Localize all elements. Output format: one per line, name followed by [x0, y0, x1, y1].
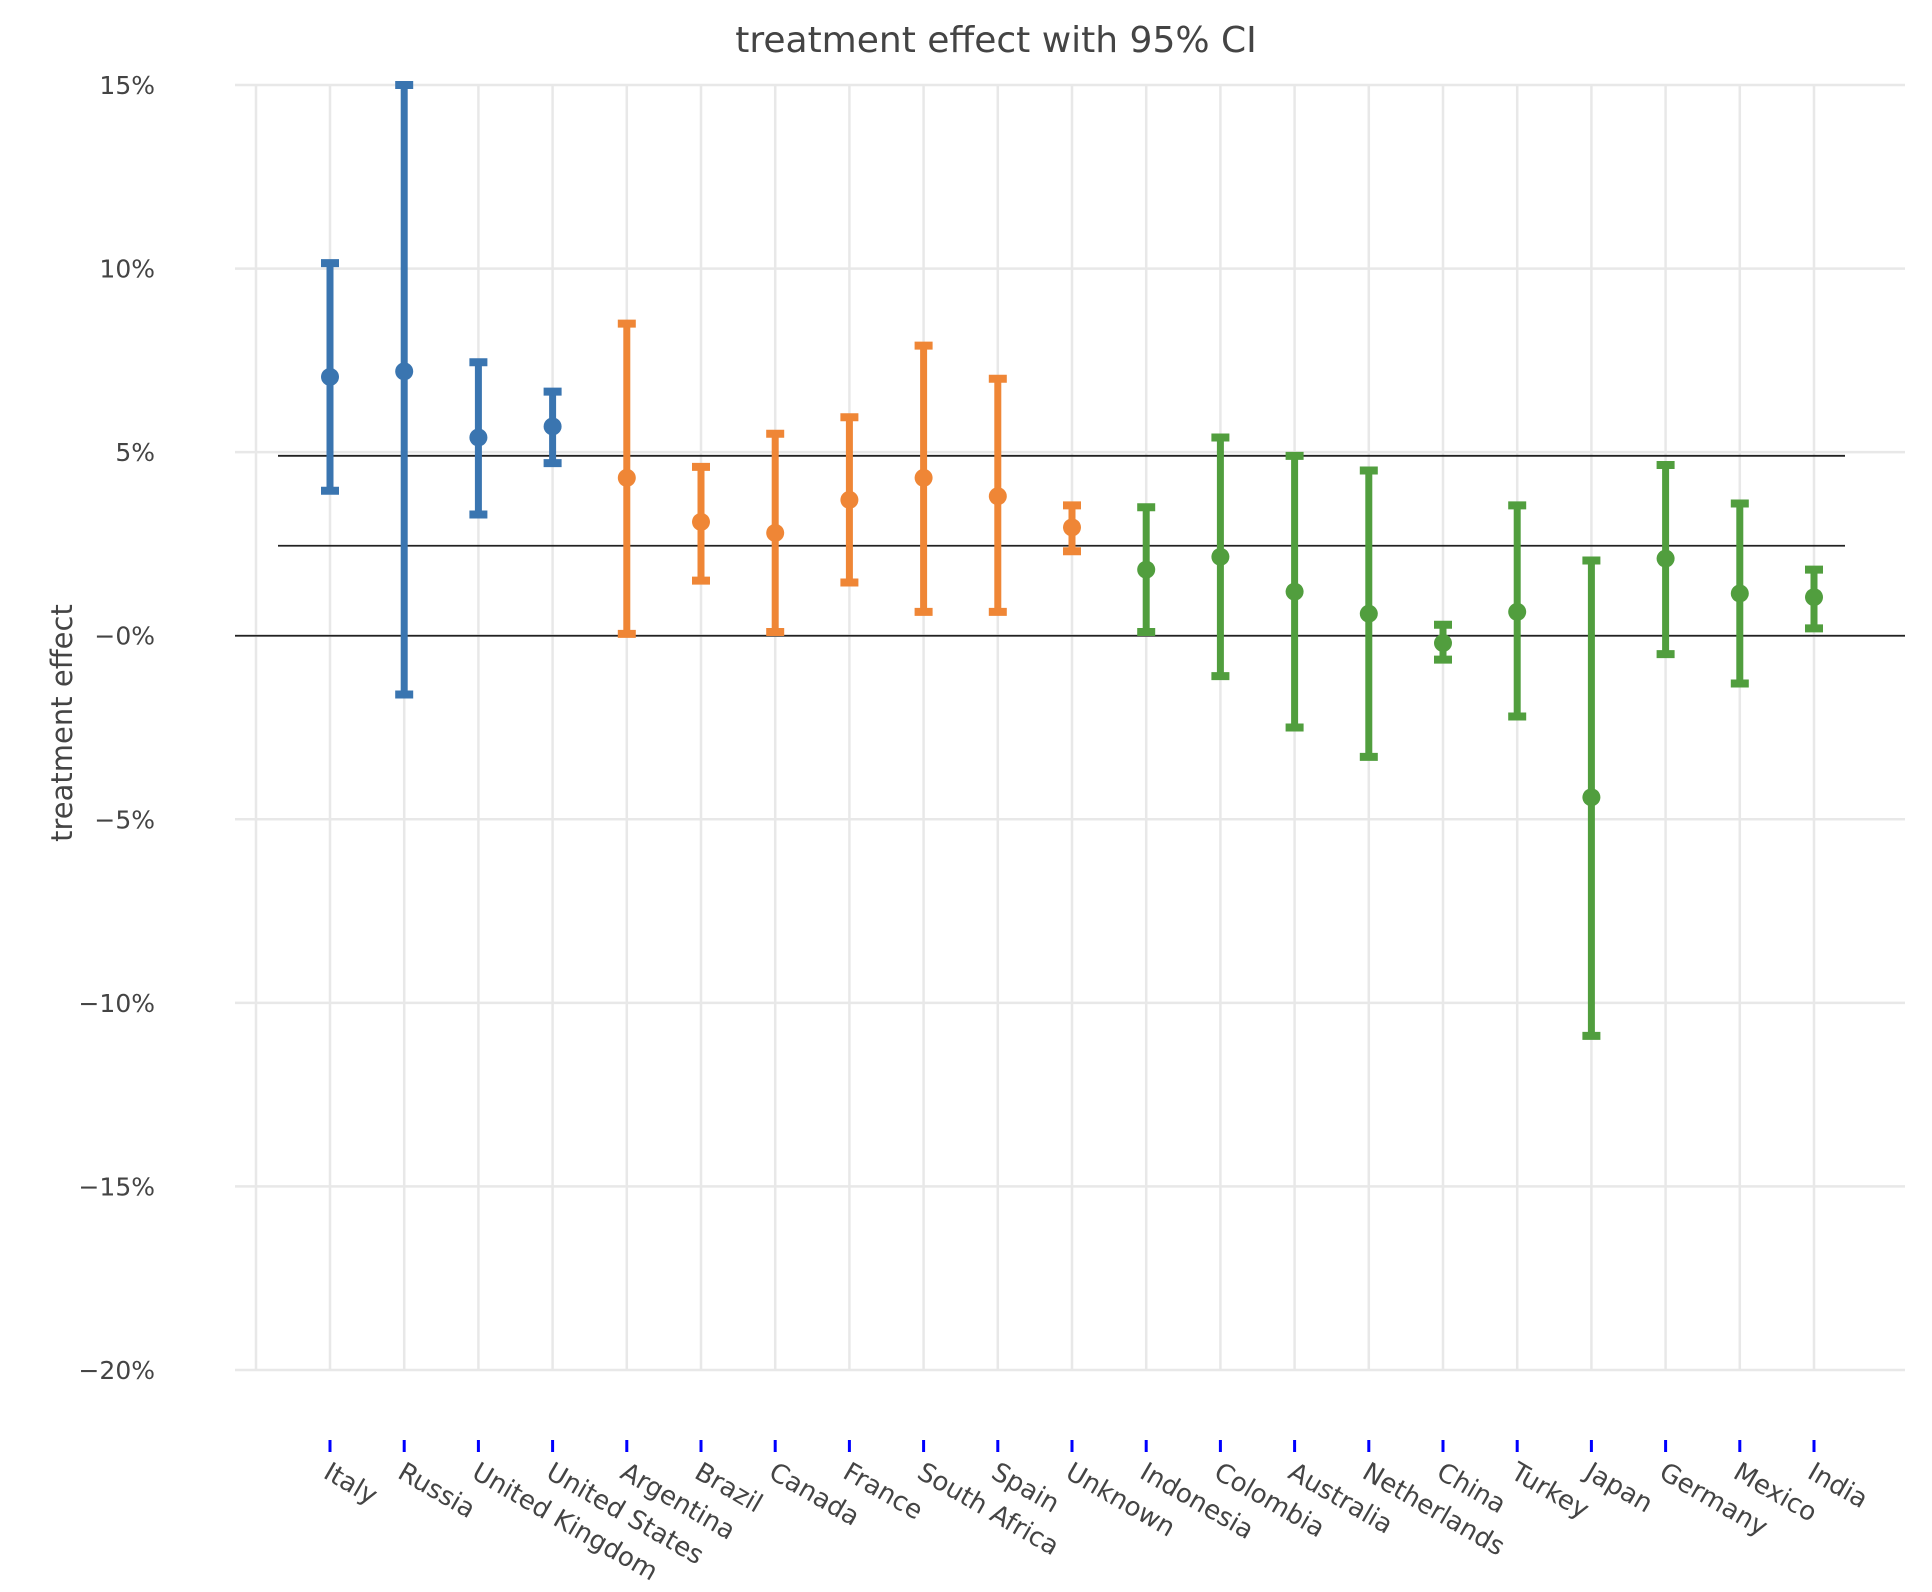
- estimate-point: [1063, 518, 1081, 537]
- y-axis-ticks: 15% 10% 5% −0% −5% −10% −15% −20%: [78, 71, 155, 1385]
- error-bars: [321, 81, 1823, 1040]
- x-tick-label: Italy: [319, 1457, 383, 1511]
- estimate-point: [1730, 584, 1749, 603]
- estimate-point: [1434, 634, 1452, 653]
- grid: [235, 83, 1905, 1372]
- estimate-point: [692, 512, 710, 531]
- x-tick-label: Japan: [1578, 1456, 1658, 1519]
- error-bar-japan: [1582, 556, 1601, 1040]
- y-tick-label: −0%: [94, 622, 155, 651]
- estimate-point: [914, 468, 933, 487]
- estimate-point: [766, 523, 785, 542]
- estimate-point: [1137, 560, 1156, 579]
- error-bar-germany: [1656, 460, 1675, 659]
- error-bar-india: [1805, 565, 1823, 633]
- error-bar-brazil: [692, 462, 710, 585]
- error-bar-australia: [1285, 451, 1304, 732]
- error-bar-spain: [988, 374, 1007, 616]
- estimate-point: [617, 468, 636, 487]
- estimate-point: [1359, 604, 1378, 623]
- x-tick-label: Turkey: [1505, 1457, 1594, 1526]
- error-bar-unknown: [1063, 501, 1081, 556]
- error-bar-canada: [766, 429, 785, 637]
- y-tick-label: 5%: [115, 438, 155, 467]
- error-bar-netherlands: [1359, 466, 1378, 761]
- y-tick-label: −10%: [78, 989, 155, 1018]
- error-bar-france: [840, 413, 859, 587]
- y-tick-label: 10%: [99, 255, 155, 284]
- error-bar-indonesia: [1137, 503, 1156, 637]
- estimate-point: [1582, 788, 1601, 807]
- error-bar-south-africa: [914, 341, 933, 616]
- error-bar-italy: [321, 259, 339, 495]
- y-tick-label: 15%: [99, 71, 155, 100]
- error-bar-argentina: [617, 319, 636, 638]
- error-bar-russia: [395, 81, 414, 699]
- estimate-point: [543, 417, 562, 436]
- error-bar-turkey: [1508, 501, 1527, 721]
- estimate-point: [395, 362, 414, 381]
- x-tick-label: Russia: [393, 1457, 480, 1525]
- estimate-point: [1656, 549, 1675, 568]
- reference-lines: [235, 454, 1905, 637]
- error-bar-united-kingdom: [469, 358, 488, 519]
- error-bar-colombia: [1211, 433, 1230, 681]
- estimate-point: [1211, 547, 1230, 566]
- y-tick-label: −15%: [78, 1172, 155, 1201]
- error-bar-united-states: [543, 387, 562, 468]
- estimate-point: [1285, 582, 1304, 601]
- estimate-point: [321, 367, 339, 386]
- y-axis-label: treatment effect: [45, 604, 79, 842]
- error-bar-china: [1434, 620, 1452, 664]
- error-bar-mexico: [1730, 499, 1749, 688]
- estimate-point: [469, 428, 488, 447]
- estimate-point: [840, 490, 859, 509]
- estimate-point: [988, 487, 1007, 506]
- estimate-point: [1805, 588, 1823, 607]
- y-tick-label: −5%: [94, 805, 155, 834]
- y-tick-label: −20%: [78, 1356, 155, 1385]
- chart-title: treatment effect with 95% CI: [735, 20, 1257, 61]
- estimate-point: [1508, 602, 1527, 621]
